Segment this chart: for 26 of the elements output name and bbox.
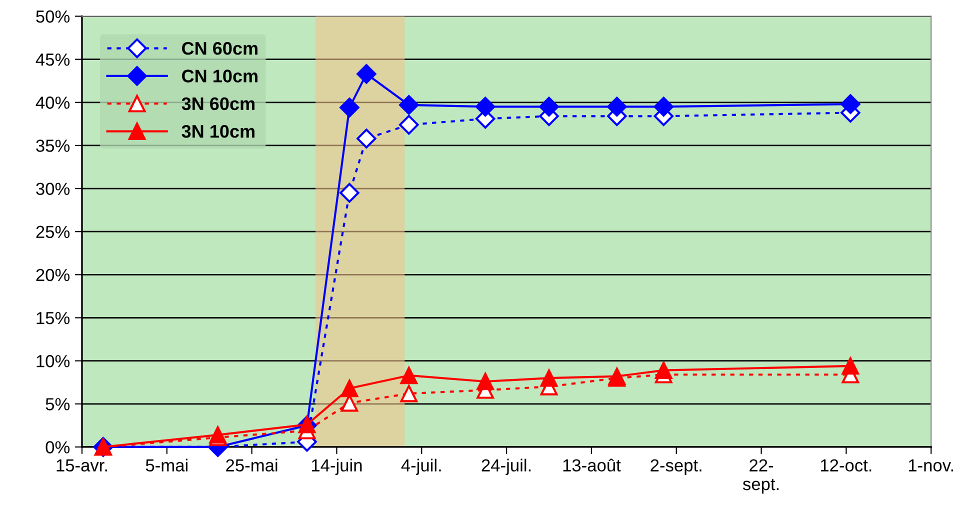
x-tick-label: 15-avr. [56,459,107,472]
y-tick-label: 45% [36,54,70,66]
y-tick-label: 35% [36,140,70,152]
y-tick-label: 10% [36,354,70,368]
y-tick-label: 20% [36,268,70,282]
y-tick-label: 5% [46,398,70,410]
y-tick-label: 50% [36,10,70,23]
y-tick-label: 25% [36,226,70,238]
legend-label: CN 60cm [182,42,258,55]
x-tick-label: 12-oct. [820,459,872,472]
x-tick-label: 13-août [563,458,621,472]
x-tick-label: 14-juin [312,458,362,475]
legend-label: 3N 10cm [182,124,254,138]
x-tick-label: 5-mai [146,458,188,472]
legend-label: 3N 60cm [182,97,254,110]
x-tick-label: 22- sept. [742,459,779,494]
x-tick-label: 4-juil. [401,458,441,475]
y-tick-label: 15% [36,312,70,324]
y-tick-label: 0% [46,441,70,454]
x-tick-label: 25-mai [226,458,278,472]
x-tick-label: 1-nov. [908,459,954,472]
y-tick-label: 40% [36,96,70,109]
x-tick-label: 24-juil. [482,458,531,475]
y-tick-label: 30% [36,182,70,195]
x-tick-label: 2-sept. [650,459,702,475]
legend-label: CN 10cm [182,70,258,82]
